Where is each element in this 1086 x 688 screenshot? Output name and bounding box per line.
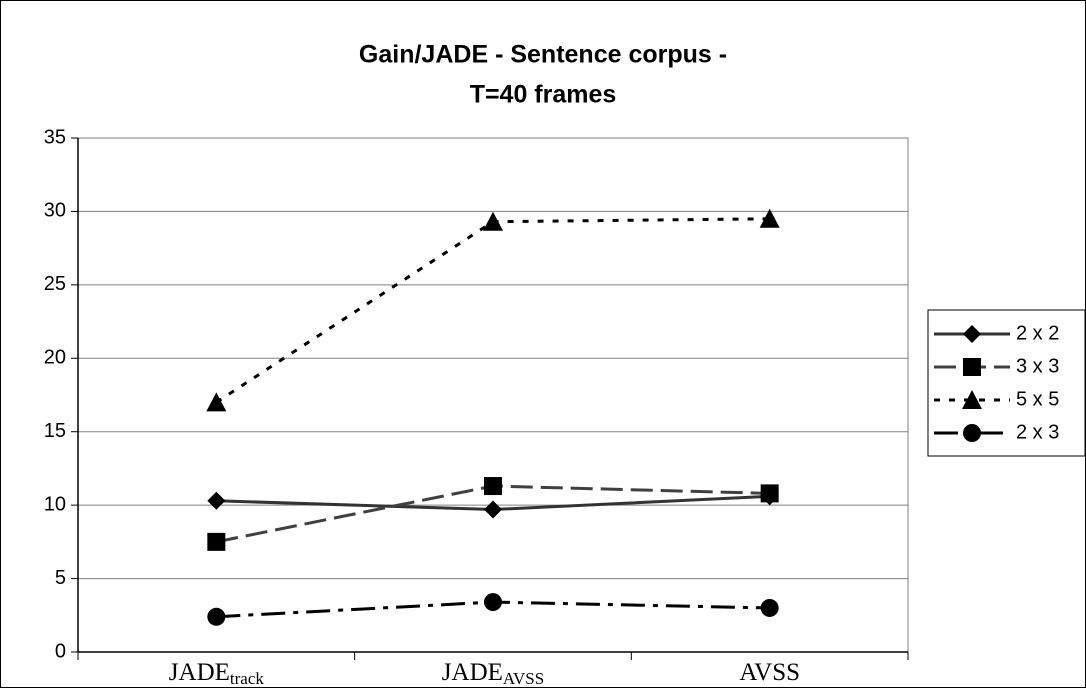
x-tick-label-sub: track xyxy=(230,669,264,688)
marker-triangle xyxy=(483,211,503,231)
marker-square xyxy=(484,477,502,496)
legend: 2 x 2 3 x 3 5 x 5 2 x 3 xyxy=(927,309,1086,457)
x-tick-label-main: JADE xyxy=(442,659,503,686)
marker-diamond xyxy=(963,325,981,343)
marker-square xyxy=(963,358,981,376)
marker-circle xyxy=(484,593,502,612)
marker-square xyxy=(207,532,226,551)
marker-diamond xyxy=(484,500,502,519)
chart-title: T=40 frames xyxy=(470,81,617,109)
y-tick-label: 5 xyxy=(55,567,66,589)
y-tick-label: 25 xyxy=(44,273,66,295)
marker-circle xyxy=(963,424,981,442)
x-tick-label-sub: AVSS xyxy=(503,669,544,688)
x-tick-label-main: AVSS xyxy=(739,659,800,686)
marker-triangle xyxy=(962,390,982,409)
marker-circle xyxy=(760,598,779,617)
legend-label: 2 x 3 xyxy=(1016,421,1059,443)
x-tick-label-main: JADE xyxy=(169,659,230,686)
legend-label: 5 x 5 xyxy=(1016,388,1059,410)
y-tick-label: 15 xyxy=(44,420,66,442)
y-tick-label: 10 xyxy=(44,493,66,515)
legend-label: 3 x 3 xyxy=(1016,355,1059,377)
legend-label: 2 x 2 xyxy=(1016,322,1059,344)
marker-square xyxy=(760,484,779,503)
marker-triangle xyxy=(759,208,780,228)
chart-title: Gain/JADE - Sentence corpus - xyxy=(359,41,727,69)
y-tick-label: 0 xyxy=(55,640,66,662)
y-tick-label: 20 xyxy=(44,347,66,369)
x-tick-label: JADEtrack xyxy=(169,659,265,688)
marker-diamond xyxy=(207,491,226,510)
y-tick-label: 35 xyxy=(44,126,66,148)
x-tick-label: AVSS xyxy=(739,659,800,686)
y-tick-label: 30 xyxy=(44,200,66,222)
marker-circle xyxy=(207,607,226,626)
marker-triangle xyxy=(206,392,227,412)
x-tick-label: JADEAVSS xyxy=(442,659,544,688)
